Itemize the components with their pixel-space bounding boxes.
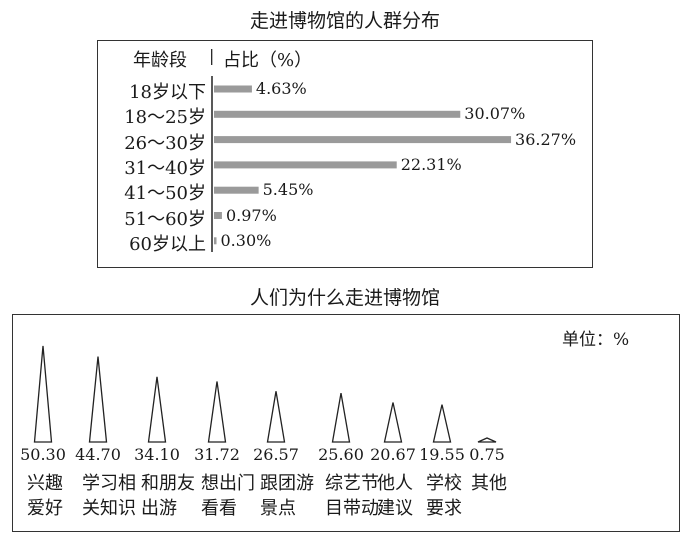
triangle-mark (477, 437, 497, 443)
data-label: 31.72 (194, 445, 240, 464)
category-label: 他人 (377, 473, 413, 494)
data-label: 22.31% (400, 154, 462, 174)
category-label: 26～30岁 (124, 132, 206, 154)
category-label: 出游 (141, 498, 177, 519)
data-label: 20.67 (370, 445, 416, 464)
category-label: 关知识 (82, 498, 136, 519)
bar (214, 237, 217, 245)
triangle-mark (383, 402, 403, 443)
data-label: 26.57 (253, 445, 299, 464)
category-label: 18岁以下 (129, 82, 206, 103)
chart2-unit: 单位：% (562, 330, 630, 350)
chart2-frame (12, 314, 680, 532)
triangle-mark (33, 345, 53, 443)
data-label: 0.97% (225, 205, 277, 225)
category-label: 跟团游 (260, 473, 314, 494)
chart1-title: 走进博物馆的人群分布 (249, 10, 441, 32)
category-label: 要求 (426, 498, 462, 519)
triangle-mark (432, 404, 452, 443)
data-label: 50.30 (20, 445, 66, 464)
category-label: 41～50岁 (124, 183, 206, 205)
category-label: 综艺节 (325, 473, 379, 494)
triangle-mark (147, 376, 167, 443)
triangle-mark (266, 391, 286, 443)
chart1-frame (97, 40, 593, 268)
bar (214, 186, 259, 194)
category-label: 景点 (260, 498, 296, 519)
bar (214, 161, 397, 169)
category-label: 51～60岁 (124, 208, 206, 230)
triangle-mark (207, 381, 227, 443)
category-label: 目带动 (325, 498, 379, 519)
category-label: 看看 (201, 498, 237, 519)
data-label: 36.27% (515, 129, 577, 149)
category-label: 兴趣 (27, 473, 63, 494)
data-label: 34.10 (134, 445, 180, 464)
data-label: 5.45% (262, 180, 314, 200)
triangle-mark (88, 356, 108, 443)
data-label: 0.75 (469, 445, 505, 464)
category-label: 想出门 (201, 473, 255, 494)
chart2-title: 人们为什么走进博物馆 (249, 287, 441, 309)
bar (214, 212, 222, 219)
data-label: 25.60 (318, 445, 364, 464)
category-label: 建议 (377, 498, 413, 519)
data-label: 4.63% (255, 79, 307, 98)
chart1-header-category: 年龄段 (133, 50, 187, 71)
category-label: 学校 (426, 473, 462, 494)
chart1-header-divider: | (209, 46, 215, 65)
category-label: 爱好 (27, 498, 63, 519)
data-label: 44.70 (75, 445, 121, 464)
category-label: 其他 (471, 473, 507, 494)
category-label: 18～25岁 (124, 107, 206, 129)
data-label: 0.30% (220, 230, 272, 250)
bar (214, 85, 252, 93)
category-label: 学习相 (82, 473, 136, 494)
category-label: 31～40岁 (124, 157, 206, 179)
data-label: 19.55 (419, 445, 465, 464)
bar (214, 136, 512, 144)
category-label: 和朋友 (141, 473, 195, 494)
category-label: 60岁以上 (129, 233, 206, 255)
triangle-mark (331, 392, 351, 443)
bar (214, 110, 461, 118)
chart1-header-value: 占比（%） (223, 50, 313, 71)
data-label: 30.07% (464, 104, 526, 124)
